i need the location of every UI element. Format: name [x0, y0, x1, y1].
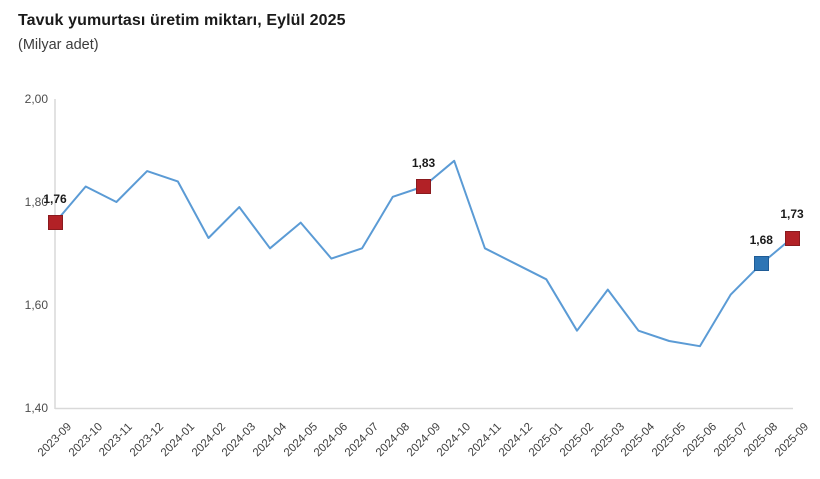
y-axis-tick-label: 2,00: [24, 92, 48, 106]
chart-title: Tavuk yumurtası üretim miktarı, Eylül 20…: [18, 12, 346, 29]
highlight-marker-2025-08: [753, 256, 769, 272]
point-value-label-2025-08: 1,68: [749, 232, 773, 247]
point-value-label-2023-09: 1,76: [43, 191, 67, 206]
y-axis-tick-label: 1,60: [24, 298, 48, 312]
highlight-marker-2024-09: [416, 179, 431, 195]
chart-subtitle: (Milyar adet): [18, 37, 99, 53]
highlight-marker-2025-09: [784, 230, 800, 246]
point-value-label-2024-09: 1,83: [411, 155, 436, 170]
y-axis-tick-label: 1,80: [24, 195, 48, 209]
highlight-marker-2023-09: [47, 215, 63, 231]
y-axis-tick-label: 1,40: [24, 401, 48, 415]
point-value-label-2025-09: 1,73: [780, 207, 804, 222]
